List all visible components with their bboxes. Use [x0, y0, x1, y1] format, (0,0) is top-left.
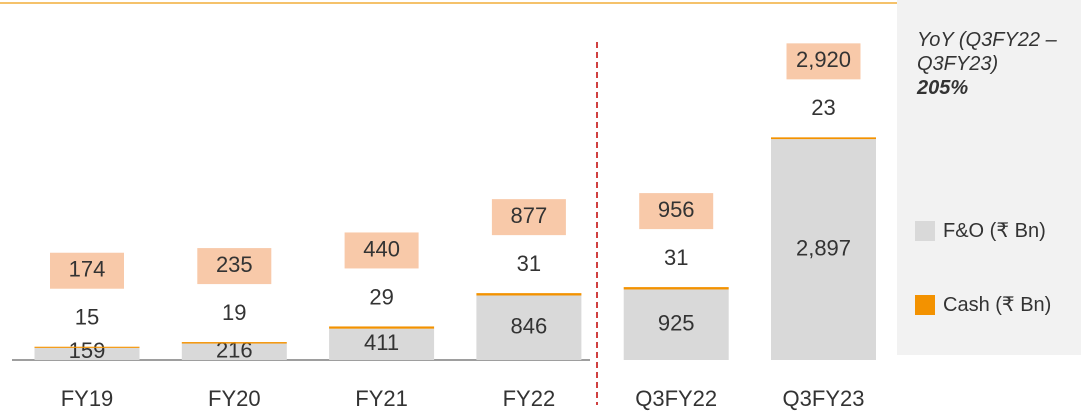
total-box	[491, 199, 566, 236]
side-panel: YoY (Q3FY22 – Q3FY23) 205% F&O (₹ Bn) Ca…	[897, 0, 1081, 355]
bar-segment	[34, 347, 140, 360]
bar-label: 159	[69, 338, 106, 363]
bar-segment	[771, 139, 876, 360]
bar-label: 29	[369, 284, 393, 309]
bar-segment	[771, 137, 876, 140]
x-tick-label: FY19	[61, 386, 114, 411]
bar-segment	[623, 289, 729, 360]
total-box	[786, 43, 861, 80]
bar-segment	[34, 346, 140, 348]
total-label: 235	[216, 252, 253, 277]
bar-label: 925	[658, 311, 695, 336]
x-tick-label: Q3FY23	[783, 386, 865, 411]
bar-label: 216	[216, 338, 253, 363]
bar-label: 411	[364, 330, 399, 355]
total-label: 877	[511, 203, 548, 228]
bar-label: 19	[222, 300, 246, 325]
total-label: 174	[69, 257, 106, 282]
annotation-text: YoY (Q3FY22 – Q3FY23)	[917, 29, 1057, 75]
legend-item: Cash (₹ Bn)	[915, 292, 1051, 317]
bar-segment	[476, 293, 582, 296]
legend-item: F&O (₹ Bn)	[915, 218, 1046, 243]
bar-segment	[181, 342, 287, 344]
bar-segment	[329, 326, 435, 329]
bar-segment	[476, 295, 582, 360]
total-label: 440	[363, 236, 400, 261]
legend-swatch	[915, 294, 935, 315]
annotation-value: 205%	[917, 77, 969, 99]
total-box	[50, 252, 124, 289]
x-tick-label: Q3FY22	[635, 386, 717, 411]
x-tick-label: FY21	[355, 386, 408, 411]
bar-segment	[623, 287, 729, 290]
bar-label: 31	[664, 245, 688, 270]
legend-label: Cash (₹ Bn)	[943, 294, 1052, 316]
total-label: 956	[658, 197, 695, 222]
bar-segment	[181, 343, 287, 360]
x-tick-label: FY20	[208, 386, 261, 411]
x-tick-label: FY22	[503, 386, 556, 411]
bar-label: 31	[517, 251, 541, 276]
bar-label: 23	[811, 95, 835, 120]
bar-segment	[329, 328, 435, 360]
total-box	[639, 193, 714, 230]
bar-label: 2,897	[796, 235, 851, 260]
chart: FY19 159 15 174 FY20 216 19 235 FY21 411 29 440 FY22…	[0, 2, 897, 411]
total-label: 2,920	[796, 47, 851, 72]
total-box	[344, 232, 419, 269]
annotation: YoY (Q3FY22 – Q3FY23) 205%	[917, 28, 1057, 100]
legend-label: F&O (₹ Bn)	[943, 220, 1046, 242]
total-box	[197, 248, 272, 285]
bar-label: 15	[75, 305, 99, 330]
bar-label: 846	[511, 314, 548, 339]
legend-swatch	[915, 220, 935, 241]
